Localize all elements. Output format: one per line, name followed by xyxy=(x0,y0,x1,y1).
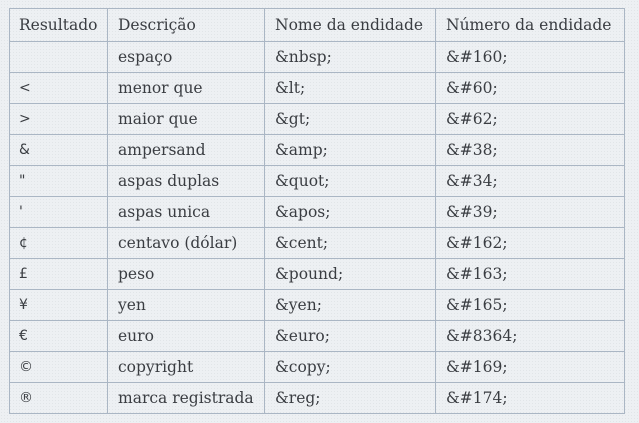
entity-table-container: Resultado Descrição Nome da endidade Núm… xyxy=(9,8,625,414)
cell-description: peso xyxy=(107,258,265,290)
cell-entity-number: &#60; xyxy=(435,72,625,104)
cell-result: £ xyxy=(9,258,108,290)
cell-entity-number: &#174; xyxy=(435,382,625,414)
cell-description: centavo (dólar) xyxy=(107,227,265,259)
table-row: ¥ yen &yen; &#165; xyxy=(9,289,625,321)
table-row: ' aspas unica &apos; &#39; xyxy=(9,196,625,228)
cell-entity-number: &#163; xyxy=(435,258,625,290)
cell-entity-number: &#62; xyxy=(435,103,625,135)
column-header-entity-number: Número da endidade xyxy=(435,8,625,42)
cell-result: © xyxy=(9,351,108,383)
column-header-entity-name: Nome da endidade xyxy=(264,8,436,42)
cell-result: < xyxy=(9,72,108,104)
cell-entity-name: &reg; xyxy=(264,382,436,414)
table-row: espaço &nbsp; &#160; xyxy=(9,41,625,73)
cell-description: marca registrada xyxy=(107,382,265,414)
table-row: € euro &euro; &#8364; xyxy=(9,320,625,352)
cell-entity-name: &lt; xyxy=(264,72,436,104)
cell-description: ampersand xyxy=(107,134,265,166)
cell-entity-name: &euro; xyxy=(264,320,436,352)
cell-result: ¢ xyxy=(9,227,108,259)
table-row: < menor que &lt; &#60; xyxy=(9,72,625,104)
cell-entity-number: &#162; xyxy=(435,227,625,259)
table-row: ¢ centavo (dólar) &cent; &#162; xyxy=(9,227,625,259)
cell-entity-name: &nbsp; xyxy=(264,41,436,73)
cell-entity-number: &#8364; xyxy=(435,320,625,352)
cell-description: copyright xyxy=(107,351,265,383)
cell-entity-name: &copy; xyxy=(264,351,436,383)
column-header-result: Resultado xyxy=(9,8,108,42)
table-row: © copyright &copy; &#169; xyxy=(9,351,625,383)
cell-description: espaço xyxy=(107,41,265,73)
cell-entity-name: &gt; xyxy=(264,103,436,135)
cell-entity-name: &yen; xyxy=(264,289,436,321)
cell-entity-number: &#38; xyxy=(435,134,625,166)
cell-result: ® xyxy=(9,382,108,414)
table-row: & ampersand &amp; &#38; xyxy=(9,134,625,166)
column-header-description: Descrição xyxy=(107,8,265,42)
cell-result: € xyxy=(9,320,108,352)
cell-entity-number: &#160; xyxy=(435,41,625,73)
cell-result: ¥ xyxy=(9,289,108,321)
cell-entity-name: &quot; xyxy=(264,165,436,197)
cell-entity-number: &#169; xyxy=(435,351,625,383)
cell-result: > xyxy=(9,103,108,135)
cell-result: " xyxy=(9,165,108,197)
table-row: " aspas duplas &quot; &#34; xyxy=(9,165,625,197)
cell-result: ' xyxy=(9,196,108,228)
cell-entity-number: &#39; xyxy=(435,196,625,228)
html-entities-table: Resultado Descrição Nome da endidade Núm… xyxy=(9,8,625,414)
cell-result: & xyxy=(9,134,108,166)
table-row: £ peso &pound; &#163; xyxy=(9,258,625,290)
cell-description: aspas unica xyxy=(107,196,265,228)
cell-entity-name: &apos; xyxy=(264,196,436,228)
cell-entity-number: &#34; xyxy=(435,165,625,197)
cell-description: euro xyxy=(107,320,265,352)
cell-entity-number: &#165; xyxy=(435,289,625,321)
table-row: > maior que &gt; &#62; xyxy=(9,103,625,135)
cell-description: aspas duplas xyxy=(107,165,265,197)
cell-entity-name: &amp; xyxy=(264,134,436,166)
table-row: ® marca registrada &reg; &#174; xyxy=(9,382,625,414)
cell-description: maior que xyxy=(107,103,265,135)
cell-result xyxy=(9,41,108,73)
cell-entity-name: &pound; xyxy=(264,258,436,290)
table-header-row: Resultado Descrição Nome da endidade Núm… xyxy=(9,8,625,42)
cell-description: yen xyxy=(107,289,265,321)
cell-description: menor que xyxy=(107,72,265,104)
cell-entity-name: &cent; xyxy=(264,227,436,259)
